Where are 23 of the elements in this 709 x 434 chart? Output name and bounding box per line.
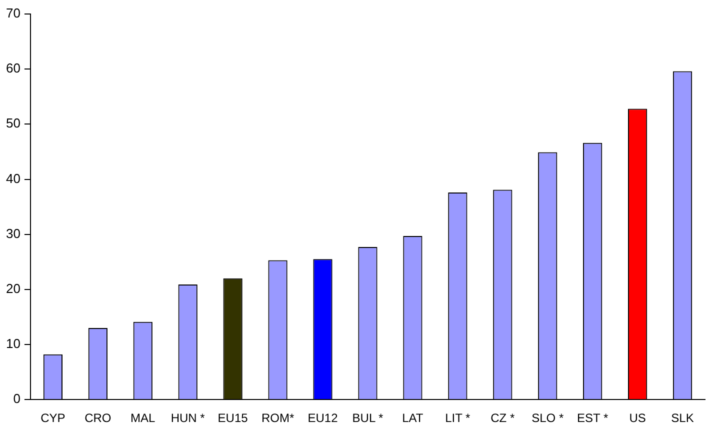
x-tick-label: LIT * <box>445 411 471 426</box>
x-tick-label: MAL <box>130 411 156 426</box>
x-tick-label: BUL * <box>352 411 384 426</box>
x-tick-label: CRO <box>84 411 112 426</box>
y-tick-label: 0 <box>13 391 20 406</box>
x-tick-label: LAT <box>402 411 424 426</box>
x-tick-label: HUN * <box>170 411 206 426</box>
x-tick-label: CZ * <box>490 411 515 426</box>
x-tick-label: CYP <box>40 411 66 426</box>
x-tick-label: ROM* <box>261 411 294 426</box>
x-tick-label: SLK <box>671 411 694 426</box>
y-tick-label: 40 <box>6 170 20 186</box>
x-tick-label: EU15 <box>218 411 248 426</box>
y-tick-label: 20 <box>6 281 20 296</box>
y-tick-label: 30 <box>6 226 20 241</box>
x-tick-label: EU12 <box>308 411 338 426</box>
y-tick-label: 60 <box>6 60 20 76</box>
x-tick-label: SLO * <box>532 411 564 426</box>
x-tick-label: US <box>629 411 646 426</box>
x-tick-label: EST * <box>577 411 608 426</box>
y-tick-label: 50 <box>6 116 20 131</box>
y-tick-label: 10 <box>6 336 20 352</box>
y-tick-label: 70 <box>6 6 20 21</box>
